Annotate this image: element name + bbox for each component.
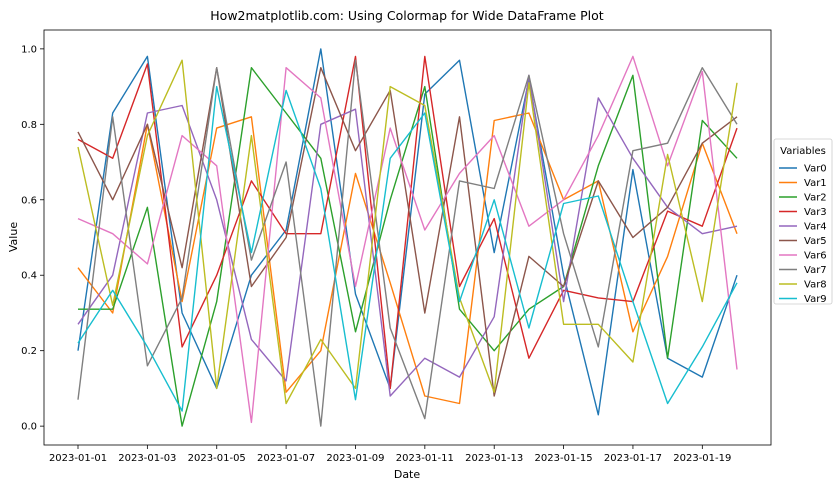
y-tick-label: 0.2 bbox=[21, 346, 37, 357]
x-tick-label: 2023-01-11 bbox=[396, 453, 454, 464]
legend-label-var7: Var7 bbox=[804, 265, 827, 276]
x-tick-label: 2023-01-03 bbox=[118, 453, 176, 464]
legend-items: Var0 Var1 Var2 Var3 Var4 Var5 Var6 Var7 Var8 Var9 bbox=[779, 164, 827, 305]
series-line-var9 bbox=[77, 85, 738, 412]
series-line-var2 bbox=[78, 66, 738, 427]
legend-label-var8: Var8 bbox=[804, 280, 827, 291]
series-line-var8 bbox=[77, 59, 738, 405]
x-tick-label: 2023-01-17 bbox=[604, 453, 662, 464]
x-axis-label: Date bbox=[394, 468, 421, 481]
x-tick-label: 2023-01-07 bbox=[257, 453, 315, 464]
plot-frame bbox=[43, 29, 772, 446]
series-line-var5 bbox=[77, 66, 738, 397]
series-layer bbox=[77, 48, 738, 427]
y-tick-label: 0.6 bbox=[21, 195, 37, 206]
x-tick-label: 2023-01-13 bbox=[465, 453, 523, 464]
plot-area bbox=[43, 29, 772, 446]
chart-title: How2matplotlib.com: Using Colormap for W… bbox=[210, 8, 604, 23]
x-tick-label: 2023-01-15 bbox=[535, 453, 593, 464]
legend-label-var1: Var1 bbox=[804, 178, 827, 189]
y-axis: 0.0 0.2 0.4 0.6 0.8 1.0 bbox=[21, 44, 44, 433]
x-tick-label: 2023-01-19 bbox=[673, 453, 731, 464]
x-axis: 2023-01-01 2023-01-03 2023-01-05 2023-01-07… bbox=[49, 445, 731, 464]
series-line-var6 bbox=[77, 55, 738, 424]
x-tick-label: 2023-01-05 bbox=[188, 453, 246, 464]
legend-label-var2: Var2 bbox=[804, 193, 827, 204]
legend-label-var0: Var0 bbox=[804, 164, 827, 175]
legend: Variables Var0Var1Var2Var3Var4Var5Var6Va… bbox=[773, 138, 833, 305]
y-tick-label: 0.0 bbox=[21, 422, 37, 433]
y-tick-label: 1.0 bbox=[21, 44, 37, 55]
series-line-var3 bbox=[77, 55, 738, 390]
series-line-var7 bbox=[77, 59, 738, 427]
legend-label-var5: Var5 bbox=[804, 236, 827, 247]
y-axis-label: Value bbox=[7, 222, 20, 252]
x-tick-label: 2023-01-09 bbox=[326, 453, 384, 464]
series-line-var1 bbox=[77, 112, 738, 405]
series-line-var0 bbox=[77, 48, 738, 416]
legend-label-var4: Var4 bbox=[804, 222, 827, 233]
x-tick-label: 2023-01-01 bbox=[49, 453, 107, 464]
legend-label-var9: Var9 bbox=[804, 294, 827, 305]
legend-box bbox=[773, 138, 833, 305]
legend-label-var6: Var6 bbox=[804, 251, 827, 262]
y-tick-label: 0.8 bbox=[21, 120, 37, 131]
legend-label-var3: Var3 bbox=[804, 207, 827, 218]
y-tick-label: 0.4 bbox=[21, 271, 37, 282]
legend-title: Variables bbox=[780, 146, 826, 157]
